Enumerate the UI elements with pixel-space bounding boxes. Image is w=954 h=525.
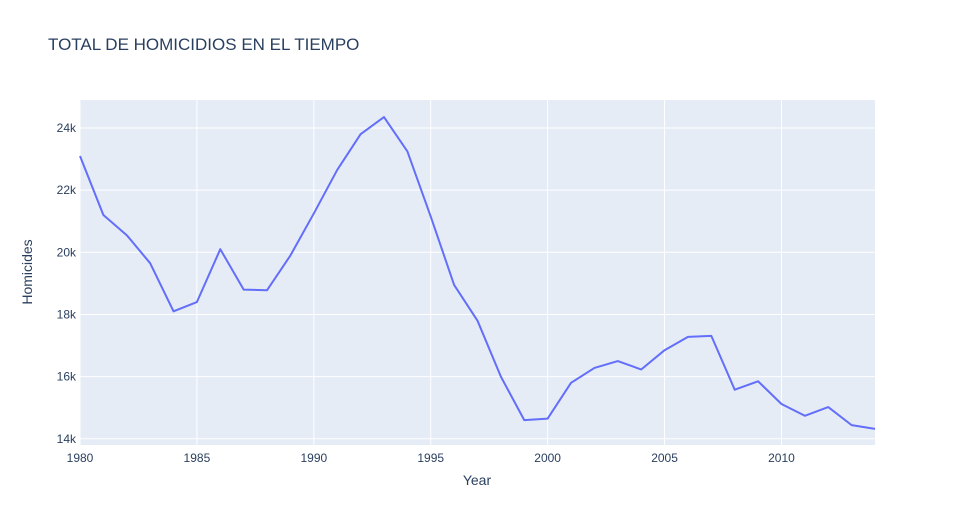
series-line: [79, 116, 876, 430]
x-tick-label: 1995: [417, 451, 444, 465]
x-gridlines: [79, 100, 782, 445]
y-axis-title: Homicides: [19, 239, 35, 304]
y-axis-ticks: 14k 16k 18k 20k 22k 24k: [57, 121, 77, 446]
x-tick-label: 2005: [651, 451, 678, 465]
x-tick-label: 2000: [534, 451, 561, 465]
chart-title: TOTAL DE HOMICIDIOS EN EL TIEMPO: [48, 35, 359, 54]
series-lines: [79, 116, 876, 430]
y-tick-label: 16k: [57, 370, 77, 384]
y-tick-label: 24k: [57, 121, 77, 135]
y-gridlines: [80, 127, 875, 440]
y-tick-label: 18k: [57, 307, 77, 321]
plot-area: [80, 100, 875, 445]
x-tick-label: 1985: [184, 451, 211, 465]
x-tick-label: 1980: [67, 451, 94, 465]
y-tick-label: 14k: [57, 432, 77, 446]
x-tick-label: 1990: [300, 451, 327, 465]
y-tick-label: 22k: [57, 183, 77, 197]
x-tick-label: 2010: [768, 451, 795, 465]
x-axis-ticks: 1980 1985 1990 1995 2000 2005 2010: [67, 451, 795, 465]
x-axis-title: Year: [463, 472, 492, 488]
y-tick-label: 20k: [57, 245, 77, 259]
